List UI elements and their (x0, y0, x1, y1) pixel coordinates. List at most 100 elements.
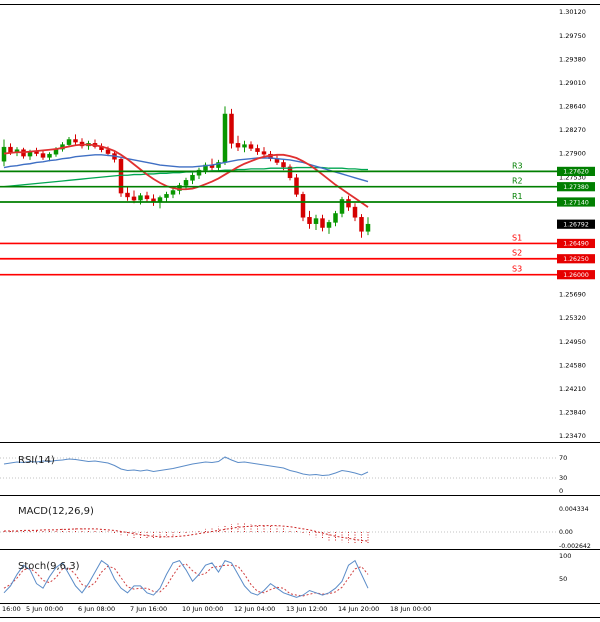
level-label-s2: S2 (512, 249, 522, 258)
candle-body (326, 222, 332, 228)
price-badge-text: 1.26792 (563, 221, 589, 228)
time-label: 16:00 (2, 605, 21, 613)
candle-body (248, 144, 254, 149)
price-tick-label: 1.23470 (559, 432, 586, 440)
price-badge-text: 1.27620 (563, 169, 589, 176)
candle-body (287, 166, 293, 179)
rsi-tick-label: 70 (559, 454, 567, 462)
price-badge-text: 1.27140 (563, 199, 589, 206)
price-tick-label: 1.24210 (559, 385, 586, 393)
candle-body (8, 146, 13, 153)
candle-body (307, 217, 312, 224)
time-label: 7 Jun 16:00 (130, 605, 168, 613)
candle-body (105, 149, 111, 154)
price-tick-label: 1.29380 (559, 55, 586, 63)
candle-body (66, 139, 72, 145)
price-badge-resistance (557, 197, 595, 207)
candle-body (196, 169, 202, 176)
candle-body (222, 113, 228, 163)
rsi-tick-label: 0 (559, 487, 563, 495)
candle-body (229, 113, 234, 144)
price-tick-label: 1.24580 (559, 361, 586, 369)
time-label: 12 Jun 04:00 (234, 605, 276, 613)
level-label-s3: S3 (512, 265, 522, 274)
price-badge-text: 1.27380 (563, 184, 589, 191)
price-tick-label: 1.24950 (559, 338, 586, 346)
top-border-line (0, 4, 600, 5)
macd-signal-line (4, 525, 369, 542)
price-tick-label: 1.29750 (559, 32, 586, 40)
time-label: 18 Jun 00:00 (390, 605, 432, 613)
price-badge-last (557, 219, 595, 229)
price-tick-label: 1.25320 (559, 314, 586, 322)
price-tick-label: 1.30120 (559, 8, 586, 16)
candle-body (190, 174, 195, 181)
price-tick-label: 1.25690 (559, 291, 586, 299)
level-label-r3: R3 (512, 161, 523, 170)
macd-tick-label: 0.00 (559, 529, 573, 536)
macd-panel-separator (0, 549, 600, 550)
candle-body (131, 196, 137, 201)
level-label-r1: R1 (512, 192, 523, 201)
level-label-r2: R2 (512, 177, 523, 186)
price-tick-label: 1.28270 (559, 126, 586, 134)
rsi-panel-separator (0, 495, 600, 496)
candle-body (73, 139, 78, 143)
price-badge-text: 1.26490 (563, 241, 589, 248)
candle-body (183, 180, 189, 186)
candle-body (365, 223, 371, 232)
candle-body (118, 159, 124, 194)
candle-body (281, 162, 286, 168)
candle-body (255, 148, 260, 152)
candle-body (313, 218, 319, 224)
price-badge-text: 1.26000 (563, 272, 589, 279)
price-badge-text: 1.26250 (563, 256, 589, 263)
stoch-panel: 100 50 (3, 552, 571, 598)
stoch-tick-label: 50 (559, 575, 567, 583)
stoch-label: Stoch(9,6,3) (18, 561, 80, 572)
price-badge-resistance (557, 166, 595, 176)
macd-histogram (3, 523, 369, 544)
price-tick-label: 1.27530 (559, 173, 586, 181)
rsi-label: RSI(14) (18, 455, 55, 466)
candle-body (164, 194, 169, 198)
price-badge-support (557, 254, 595, 264)
macd-label: MACD(12,26,9) (18, 506, 94, 517)
candle-body (339, 199, 345, 214)
price-tick-label: 1.29010 (559, 79, 586, 87)
candle-body (300, 194, 306, 218)
time-label: 10 Jun 00:00 (182, 605, 224, 613)
candle-body (261, 151, 267, 155)
time-label: 14 Jun 20:00 (338, 605, 380, 613)
time-label: 6 Jun 08:00 (78, 605, 116, 613)
candle-body (352, 206, 358, 218)
candle-body (170, 190, 176, 195)
candle-body (359, 217, 364, 232)
candle-body (333, 213, 338, 223)
ma-red-line (3, 143, 369, 208)
level-label-s1: S1 (512, 233, 522, 242)
candle-body (138, 195, 143, 201)
time-label: 5 Jun 00:00 (26, 605, 64, 613)
candle-body (235, 143, 241, 148)
candle-body (125, 192, 130, 198)
rsi-tick-label: 30 (559, 474, 567, 482)
macd-tick-label: 0.004334 (559, 506, 589, 513)
price-panel-separator (0, 442, 600, 443)
candlestick-price-panel: R3 R2 R1 S1 S2 S3 1.30120 1.29750 1.29380 1.29010… (0, 8, 595, 440)
price-badge-support (557, 238, 595, 249)
candle-body (144, 195, 150, 200)
candles-group (1, 106, 371, 238)
time-label: 13 Jun 12:00 (286, 605, 328, 613)
price-tick-label: 1.23840 (559, 409, 586, 417)
macd-panel: 0.004334 0.00 -0.002642 (0, 506, 591, 549)
stoch-panel-separator (0, 603, 600, 604)
time-axis-labels: 16:00 5 Jun 00:00 6 Jun 08:00 7 Jun 16:00 10… (0, 604, 600, 618)
bottom-border-line (0, 617, 600, 618)
candle-body (346, 199, 351, 208)
rsi-line (3, 456, 369, 477)
price-tick-label: 1.28640 (559, 103, 586, 111)
macd-tick-label: -0.002642 (559, 543, 591, 549)
candle-body (40, 153, 46, 158)
